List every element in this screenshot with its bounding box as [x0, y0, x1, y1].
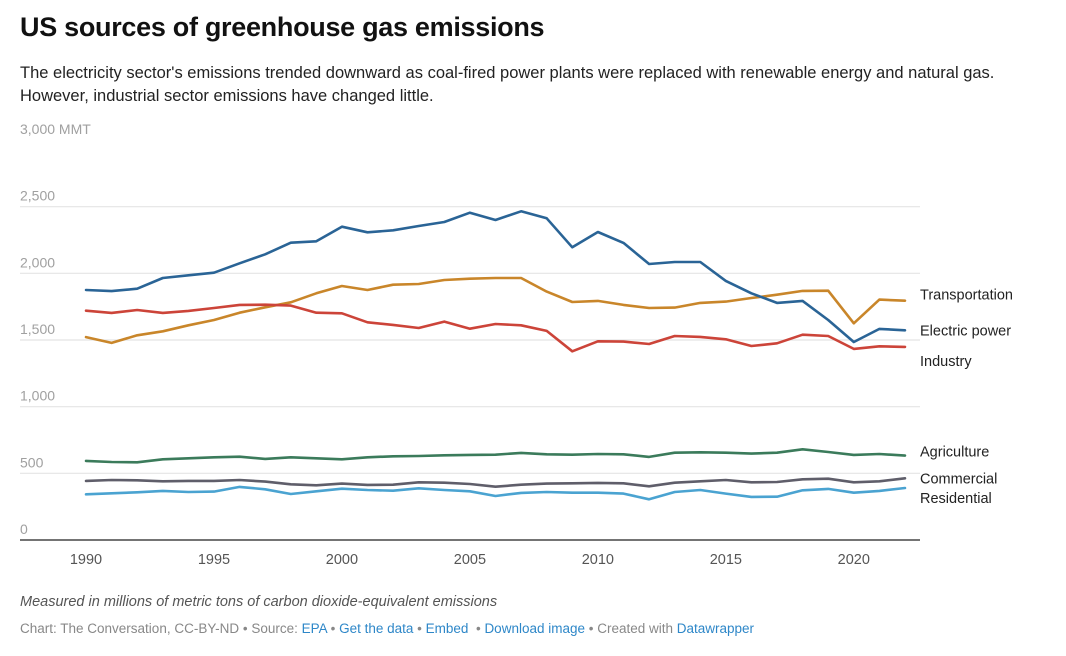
footer-separator: • [413, 621, 426, 636]
x-tick-label: 1990 [70, 552, 102, 568]
gridlines [20, 206, 920, 541]
embed-link[interactable]: Embed [425, 621, 469, 636]
source-link-epa[interactable]: EPA [301, 621, 327, 636]
series-label-industry: Industry [920, 354, 972, 370]
chart-subtitle: The electricity sector's emissions trend… [20, 64, 995, 105]
series-line-residential [84, 485, 907, 501]
y-tick-label: 1,000 [20, 388, 55, 404]
chart-footer: Chart: The Conversation, CC-BY-ND • Sour… [20, 621, 754, 636]
series-label-agriculture: Agriculture [920, 445, 989, 461]
download-image-link[interactable]: Download image [484, 621, 585, 636]
chart-title: US sources of greenhouse gas emissions [20, 12, 545, 42]
series-labels: Transportation Electric power Industry Agri… [920, 288, 1013, 507]
series-label-electric-power: Electric power [920, 323, 1011, 339]
x-axis-ticks: 1990 1995 2000 2005 2010 2015 2020 [70, 552, 870, 568]
series-line-industry [84, 303, 907, 353]
y-tick-label: 1,500 [20, 321, 55, 337]
series-label-commercial: Commercial [920, 471, 997, 487]
x-tick-label: 2005 [454, 552, 486, 568]
footer-separator: • [326, 621, 340, 636]
series-line-transportation [84, 276, 907, 345]
series-label-transportation: Transportation [920, 288, 1013, 304]
y-tick-label: 0 [20, 521, 28, 537]
get-the-data-link[interactable]: Get the data [339, 621, 414, 636]
series-line-agriculture [84, 447, 907, 464]
series-line-commercial [84, 476, 907, 489]
y-tick-label: 2,000 [20, 254, 55, 270]
x-tick-label: 2015 [710, 552, 742, 568]
footer-separator: • [472, 621, 485, 636]
footer-credit: Chart: The Conversation, CC-BY-ND • Sour… [20, 621, 302, 636]
x-tick-label: 2010 [582, 552, 614, 568]
chart-notes: Measured in millions of metric tons of c… [20, 594, 498, 610]
series-line-electric-power [84, 210, 907, 344]
x-tick-label: 1995 [198, 552, 230, 568]
series-label-residential: Residential [920, 491, 992, 507]
series-lines [84, 210, 907, 501]
y-tick-label: 2,500 [20, 188, 55, 204]
y-tick-label: 3,000 MMT [20, 121, 91, 137]
x-tick-label: 2000 [326, 552, 358, 568]
y-axis-ticks: 0 500 1,000 1,500 2,000 2,500 3,000 MMT [20, 121, 91, 537]
x-tick-label: 2020 [838, 552, 870, 568]
y-tick-label: 500 [20, 454, 44, 470]
footer-created-with: • Created with [585, 621, 677, 636]
datawrapper-link[interactable]: Datawrapper [676, 621, 755, 636]
